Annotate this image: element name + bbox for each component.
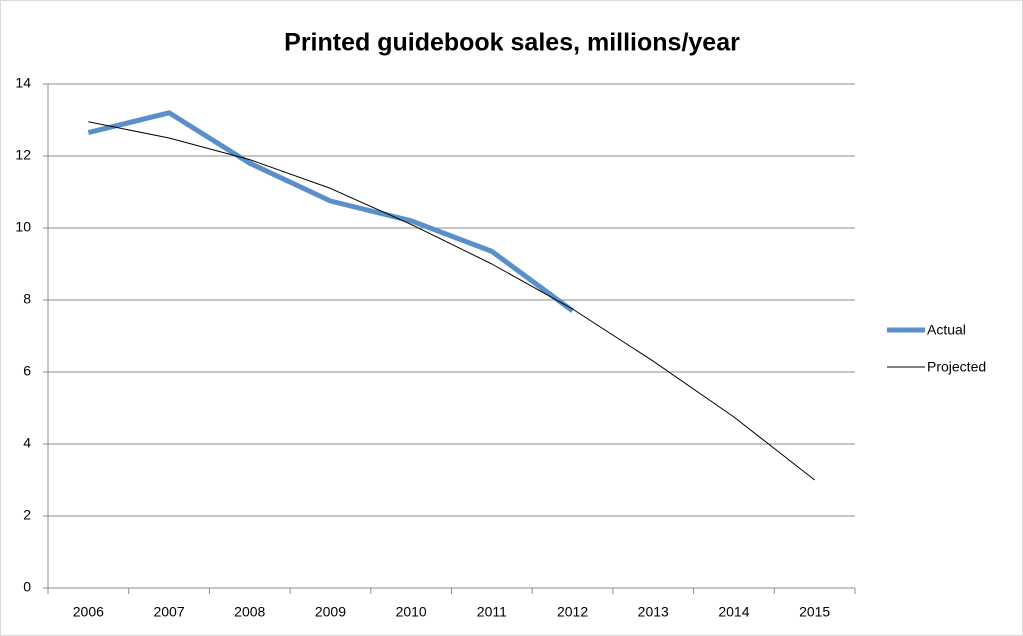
x-tick-label: 2007	[153, 604, 184, 620]
y-tick-label: 0	[23, 579, 31, 595]
y-tick-label: 6	[23, 363, 31, 379]
x-tick-label: 2012	[557, 604, 588, 620]
y-tick-label: 2	[23, 507, 31, 523]
x-tick-label: 2013	[638, 604, 669, 620]
y-tick-label: 4	[23, 435, 31, 451]
chart-title: Printed guidebook sales, millions/year	[284, 29, 740, 57]
x-tick-label: 2011	[477, 604, 507, 620]
y-tick-label: 10	[15, 219, 31, 235]
y-tick-label: 14	[15, 75, 31, 91]
y-tick-label: 8	[23, 291, 31, 307]
legend-label: Actual	[927, 322, 966, 338]
x-tick-label: 2009	[315, 604, 346, 620]
series-line	[87, 110, 575, 313]
x-tick-label: 2006	[73, 604, 104, 620]
legend-label: Projected	[927, 359, 986, 375]
x-tick-label: 2010	[396, 604, 427, 620]
x-tick-label: 2015	[799, 604, 830, 620]
y-tick-label: 12	[15, 147, 31, 163]
x-tick-label: 2008	[234, 604, 265, 620]
series-line	[88, 121, 815, 481]
x-tick-label: 2014	[718, 604, 749, 620]
